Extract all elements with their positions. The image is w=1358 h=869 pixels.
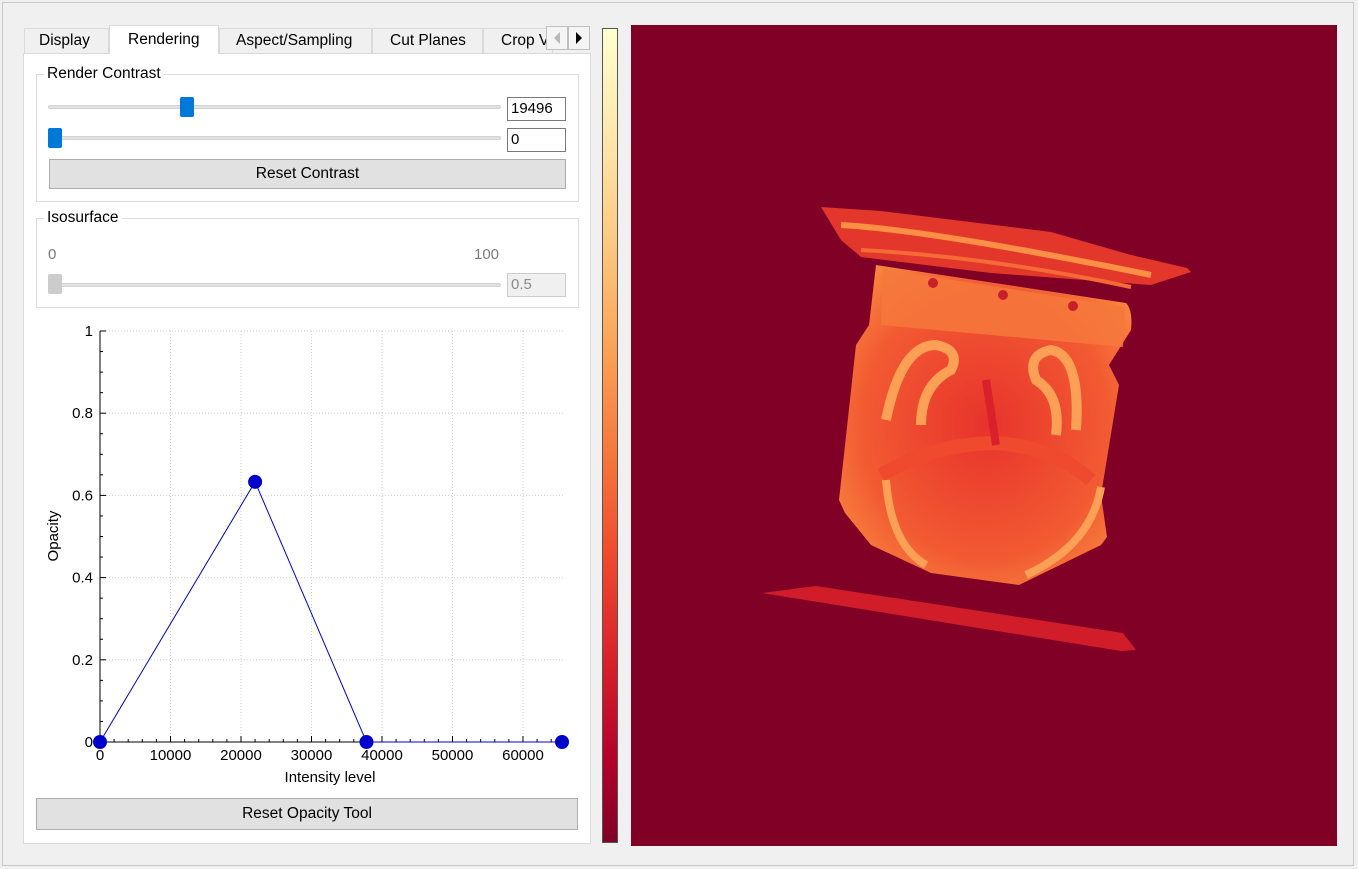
- tab-label: Cut Planes: [390, 32, 466, 49]
- chart-axes: [99, 331, 564, 743]
- x-tick-label: 0: [96, 747, 104, 764]
- tab-label: Crop Vo: [501, 32, 553, 49]
- base-plate-shape: [762, 586, 1136, 651]
- y-tick-label: 0.6: [72, 487, 93, 504]
- render-contrast-title: Render Contrast: [44, 65, 164, 83]
- tab-scroll-left-button[interactable]: [546, 26, 568, 50]
- tab-display[interactable]: Display: [24, 28, 109, 54]
- isosurface-value-input[interactable]: 0.5: [507, 273, 566, 297]
- x-tick-label: 20000: [220, 747, 262, 764]
- reset-opacity-tool-button[interactable]: Reset Opacity Tool: [36, 798, 578, 830]
- y-tick-label: 0.8: [72, 405, 93, 422]
- x-tick-label: 30000: [291, 747, 333, 764]
- opacity-control-point[interactable]: [248, 474, 263, 489]
- tab-label: Aspect/Sampling: [236, 32, 353, 49]
- isosurface-range-max: 100: [474, 246, 500, 263]
- y-axis-label: Opacity: [45, 510, 62, 561]
- center-rib: [982, 379, 1000, 446]
- y-tick-label: 0: [85, 734, 93, 751]
- right-channel: [1028, 344, 1082, 436]
- contrast-max-input[interactable]: 19496: [507, 97, 566, 121]
- tab-label: Rendering: [128, 31, 200, 48]
- reset-contrast-button[interactable]: Reset Contrast: [49, 159, 566, 189]
- chart-series: [93, 474, 569, 749]
- volume-render-image: [762, 207, 1191, 651]
- tab-crop-volume[interactable]: Crop Vo: [483, 28, 553, 54]
- x-tick-label: 60000: [502, 747, 544, 764]
- x-tick-label: 50000: [432, 747, 474, 764]
- colormap-bar: [602, 28, 618, 843]
- contrast-max-slider-handle[interactable]: [179, 97, 194, 117]
- left-channel: [881, 339, 959, 426]
- opacity-transfer-chart[interactable]: 0 10000 20000 30000 40000 50000 6000000.20.40.…: [24, 54, 590, 794]
- tab-label: Display: [39, 32, 90, 49]
- isosurface-group: Isosurface 0 100 0.5: [36, 209, 579, 308]
- render-contrast-group: Render Contrast 19496 0 Reset Contrast: [36, 65, 579, 202]
- chart-ticks: 0 10000 20000 30000 40000 50000 60000 0 0.2 0.4 0.…: [72, 323, 552, 764]
- opacity-control-point[interactable]: [93, 735, 107, 749]
- x-axis-label: Intensity level: [285, 769, 376, 786]
- opacity-control-point[interactable]: [555, 735, 569, 749]
- tab-aspect-sampling[interactable]: Aspect/Sampling: [219, 28, 372, 54]
- chevron-left-icon: [554, 32, 560, 44]
- contrast-min-slider-handle[interactable]: [48, 128, 62, 148]
- y-tick-label: 0.2: [72, 652, 93, 669]
- rendering-panel: Render Contrast 19496 0 Reset Contrast I…: [23, 53, 591, 844]
- contrast-min-input[interactable]: 0: [507, 128, 566, 152]
- lid-highlight: [840, 222, 1152, 278]
- volume-render-viewport[interactable]: [631, 25, 1337, 846]
- left-lower-rail: [882, 479, 929, 569]
- chevron-right-icon: [576, 32, 582, 44]
- opacity-curve: [99, 480, 562, 743]
- y-tick-label: 0.4: [72, 570, 93, 587]
- tab-scroll-right-button[interactable]: [568, 26, 590, 50]
- lid-edge: [860, 248, 1132, 289]
- opacity-control-point[interactable]: [359, 735, 374, 749]
- top-panel-shape: [881, 269, 1125, 347]
- screw-hole-3: [1068, 301, 1078, 311]
- x-tick-label: 40000: [361, 747, 403, 764]
- y-tick-label: 1: [85, 323, 93, 340]
- lower-cavity: [877, 435, 1096, 486]
- isosurface-range-min: 0: [48, 246, 57, 263]
- right-lower-rail: [1024, 486, 1105, 579]
- screw-hole-2: [998, 290, 1008, 300]
- isosurface-slider-handle[interactable]: [48, 274, 62, 294]
- part-body-shape: [839, 265, 1132, 585]
- settings-tabbar: Display Rendering Aspect/Sampling Cut Pl…: [24, 25, 592, 54]
- x-tick-label: 10000: [150, 747, 192, 764]
- chart-grid: [100, 330, 564, 742]
- tab-cut-planes[interactable]: Cut Planes: [372, 28, 483, 54]
- isosurface-title: Isosurface: [44, 209, 122, 227]
- contrast-max-slider-track[interactable]: [48, 105, 501, 109]
- tab-rendering[interactable]: Rendering: [109, 25, 219, 54]
- screw-hole-1: [928, 278, 938, 288]
